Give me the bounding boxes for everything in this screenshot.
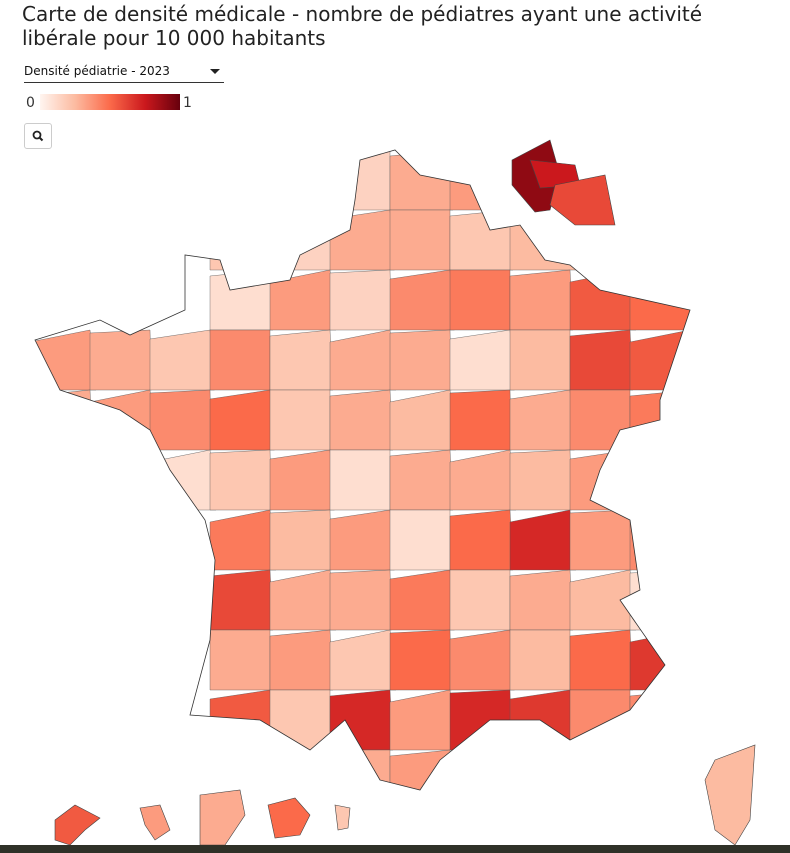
- department: [449, 150, 517, 211]
- department: [629, 509, 690, 571]
- department: [549, 174, 616, 226]
- department: [389, 209, 451, 271]
- overseas-department: [704, 744, 756, 845]
- department: [509, 389, 575, 451]
- department: [329, 569, 392, 631]
- department: [329, 209, 395, 271]
- department: [389, 689, 457, 751]
- department: [389, 569, 455, 631]
- indicator-dropdown[interactable]: Densité pédiatrie - 2023: [24, 60, 224, 83]
- department: [329, 449, 391, 511]
- department: [389, 509, 451, 571]
- search-icon: [32, 130, 44, 142]
- department: [269, 389, 331, 451]
- department: [569, 389, 631, 451]
- department: [329, 389, 394, 451]
- department: [449, 629, 515, 691]
- overseas-department: [267, 797, 311, 839]
- department: [329, 509, 395, 571]
- department: [89, 329, 152, 391]
- department: [209, 509, 277, 571]
- department: [509, 569, 574, 631]
- overseas-department: [139, 804, 171, 841]
- department: [389, 749, 454, 790]
- department: [269, 629, 334, 691]
- department: [569, 629, 634, 691]
- department: [449, 509, 514, 571]
- department: [269, 269, 337, 331]
- department: [269, 569, 337, 631]
- department: [269, 329, 334, 391]
- department: [389, 329, 452, 391]
- department: [389, 629, 452, 691]
- department: [149, 389, 212, 451]
- department: [329, 629, 397, 691]
- department: [149, 329, 215, 391]
- department: [35, 389, 94, 451]
- department: [269, 209, 332, 271]
- legend-max: 1: [183, 95, 192, 111]
- department: [509, 209, 577, 271]
- department: [209, 689, 275, 751]
- department: [449, 209, 514, 271]
- dropdown-caret: [210, 69, 220, 74]
- department: [209, 629, 271, 691]
- department: [509, 509, 577, 571]
- department: [449, 389, 512, 451]
- department: [209, 389, 275, 451]
- department: [149, 449, 217, 511]
- page-title: Carte de densité médicale - nombre de pé…: [22, 2, 703, 50]
- department: [509, 449, 572, 511]
- department: [209, 329, 271, 391]
- department: [329, 329, 397, 391]
- department: [449, 749, 517, 790]
- department: [35, 329, 97, 391]
- department: [569, 329, 634, 391]
- france-outline: [34, 149, 691, 791]
- department: [569, 509, 632, 571]
- department: [449, 329, 515, 391]
- department: [269, 509, 332, 571]
- department: [209, 449, 272, 511]
- department: [389, 269, 455, 331]
- department: [209, 569, 274, 631]
- overseas-department: [54, 804, 101, 845]
- overseas-department: [199, 789, 246, 845]
- department: [569, 689, 631, 751]
- department: [509, 269, 574, 331]
- department: [629, 569, 690, 631]
- department: [629, 689, 690, 751]
- department: [569, 569, 637, 631]
- department: [89, 389, 157, 451]
- department: [629, 629, 690, 691]
- department: [569, 269, 637, 331]
- department: [449, 569, 511, 631]
- search-button[interactable]: [24, 123, 52, 149]
- department: [389, 449, 454, 511]
- department: [329, 269, 392, 331]
- dropdown-label: Densité pédiatrie - 2023: [24, 64, 170, 78]
- legend-min: 0: [26, 95, 35, 111]
- overseas-department: [334, 804, 351, 831]
- department: [329, 150, 391, 211]
- department: [509, 329, 571, 391]
- department: [509, 629, 571, 691]
- department: [629, 329, 690, 391]
- department: [209, 209, 277, 271]
- department: [449, 449, 517, 511]
- department: [629, 389, 690, 451]
- department: [449, 269, 511, 331]
- department: [269, 449, 335, 511]
- department: [209, 269, 274, 331]
- legend-gradient: [40, 94, 180, 110]
- bottom-strip: [0, 845, 790, 853]
- department: [629, 269, 690, 331]
- department: [389, 389, 457, 451]
- department: [569, 449, 635, 511]
- department: [329, 689, 394, 751]
